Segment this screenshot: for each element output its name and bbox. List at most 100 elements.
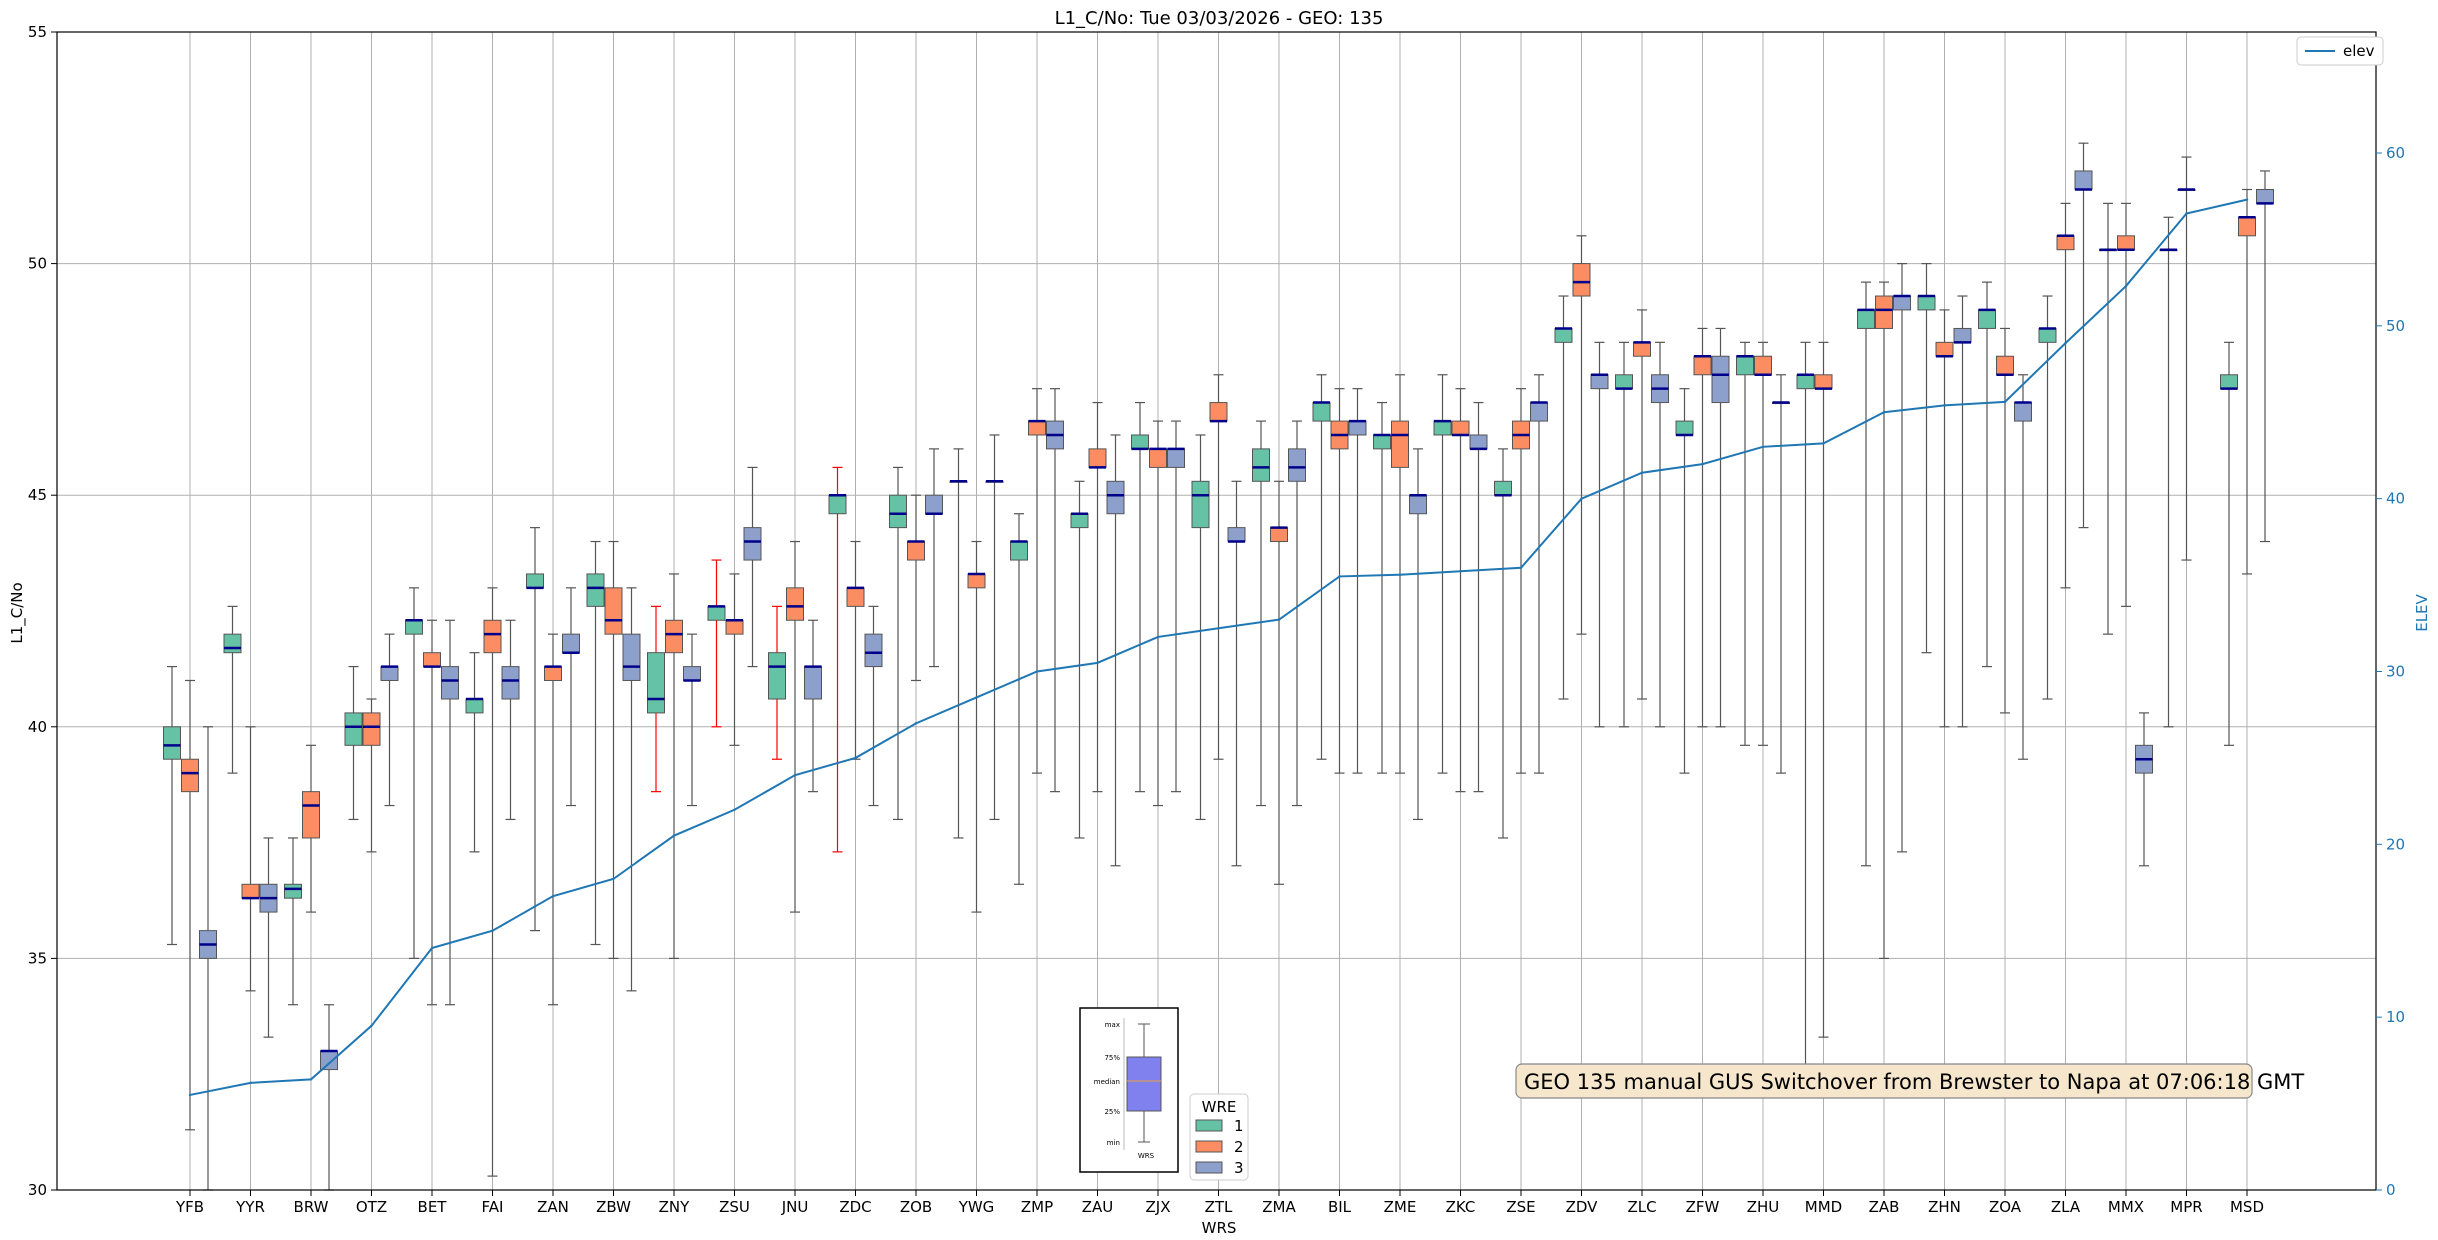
box-otz-wre1 (344, 665, 363, 821)
iqr-box (1252, 448, 1270, 482)
box-zjx-wre2 (1149, 420, 1167, 807)
box-mmx-wre2 (2117, 202, 2135, 607)
box-legend-box (1126, 1056, 1162, 1112)
box-bet-wre1 (405, 587, 423, 960)
box-zab-wre3 (1893, 263, 1911, 853)
box-zau-wre3 (1106, 434, 1125, 867)
iqr-box (483, 619, 502, 654)
iqr-box (1270, 527, 1288, 543)
box-zhn-wre2 (1935, 309, 1954, 728)
iqr-box (1953, 327, 1972, 343)
elev-point (1217, 627, 1220, 630)
plot-frame (56, 31, 2377, 1191)
iqr-box (1010, 541, 1028, 561)
iqr-box (1028, 420, 1046, 436)
elev-legend-frame (2296, 36, 2384, 66)
box-zfw-wre1 (1675, 388, 1694, 774)
y-tick-label: 30 (28, 1181, 47, 1199)
box-zlc-wre1 (1615, 341, 1633, 728)
x-tick-label: ZBW (596, 1198, 631, 1216)
iqr-box (1754, 355, 1772, 376)
box-zbw-wre1 (586, 540, 605, 946)
elev-point (1640, 471, 1644, 474)
elev-legend: elev (2296, 36, 2384, 66)
y-tick-label: 55 (28, 23, 47, 41)
box-zmp-wre1 (1010, 513, 1028, 885)
x-axis-label: WRS (1202, 1219, 1237, 1237)
wre-legend-swatch-2 (1195, 1140, 1223, 1153)
y-axis-label: L1_C/No (8, 582, 27, 643)
x-tick-label: ZAU (1082, 1198, 1114, 1216)
box-zhu-wre3 (1772, 374, 1790, 774)
box-zny-wre3 (683, 633, 701, 807)
iqr-box (1088, 448, 1107, 468)
iqr-box (743, 527, 762, 561)
iqr-box (2256, 188, 2274, 204)
axes: 30 35 40 45 50 55 0 10 20 30 40 50 60 YFB YYR BRW OTZ BET… (28, 23, 2405, 1216)
elev-point (2245, 198, 2249, 201)
box-zdc-wre2 (846, 540, 865, 760)
box-msd-wre2 (2238, 188, 2256, 575)
iqr-box (362, 712, 381, 746)
box-zau-wre2 (1088, 401, 1107, 793)
iqr-box (1935, 341, 1954, 357)
box-mmx-wre3 (2135, 712, 2153, 867)
box-fai-wre2 (483, 587, 502, 1177)
elev-point (430, 946, 434, 950)
box-brw-wre3 (320, 1004, 338, 1191)
iqr-box (1409, 494, 1427, 515)
switchover-annotation: GEO 135 manual GUS Switchover from Brews… (1515, 1063, 2304, 1099)
box-legend-diagram: max 75% median 25% min WRS (1079, 1007, 1179, 1173)
wre-legend-frame (1189, 1093, 1249, 1181)
box-bil-wre3 (1348, 388, 1367, 774)
iqr-box (1391, 420, 1409, 468)
iqr-box (1857, 309, 1875, 329)
box-zla-wre1 (2038, 295, 2057, 700)
x-tick-label: JNU (781, 1198, 809, 1216)
x-tick-label: MSD (2230, 1198, 2264, 1216)
iqr-box (707, 605, 726, 621)
iqr-box (1106, 480, 1125, 515)
y-tick-label: 50 (28, 255, 47, 273)
annotation-box (1515, 1063, 2253, 1099)
box-zoa-wre2 (1996, 327, 2014, 714)
box-zob-wre2 (907, 494, 925, 682)
box-zhn-wre3 (1953, 295, 1972, 728)
iqr-box (967, 573, 986, 589)
iqr-box (925, 494, 943, 515)
box-otz-wre2 (362, 698, 381, 853)
iqr-box (864, 633, 883, 668)
box-zfw-wre3 (1711, 327, 1730, 728)
box-zhu-wre2 (1754, 341, 1772, 746)
box-legend-median-label: median (1094, 1078, 1120, 1086)
iqr-box (501, 666, 520, 700)
elev-point (1277, 618, 1281, 621)
iqr-box (2238, 216, 2256, 237)
iqr-box (1070, 513, 1089, 529)
box-msd-wre1 (2220, 341, 2238, 746)
elev-point (1096, 661, 1099, 665)
iqr-box (1590, 374, 1609, 390)
iqr-box (1451, 420, 1470, 436)
iqr-box (1554, 327, 1573, 343)
x-tick-label: FAI (482, 1198, 504, 1216)
elev-point (2185, 212, 2188, 215)
elev-point (1943, 404, 1946, 407)
elev-point (2124, 284, 2128, 288)
iqr-box (1814, 374, 1833, 390)
iqr-box (828, 494, 847, 515)
elev-point (1822, 442, 1825, 445)
iqr-box (1312, 402, 1331, 422)
box-zkc-wre2 (1451, 388, 1470, 793)
box-zme-wre3 (1409, 448, 1427, 821)
wre-legend-label-1: 1 (1234, 1117, 1244, 1135)
box-series (163, 142, 2274, 1191)
iqr-box (1191, 480, 1210, 529)
box-yfb-wre2 (181, 679, 199, 1131)
iqr-box (163, 726, 181, 760)
elev-point (1580, 497, 1583, 500)
box-jnu-wre3 (804, 619, 822, 793)
iqr-box (622, 633, 641, 681)
iqr-box (1893, 295, 1911, 311)
